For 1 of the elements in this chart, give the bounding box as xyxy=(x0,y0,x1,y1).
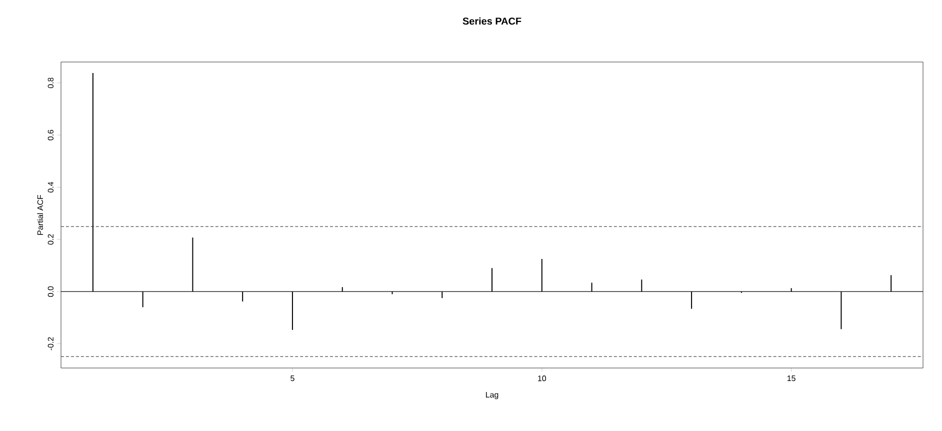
chart-title: Series PACF xyxy=(462,17,522,25)
